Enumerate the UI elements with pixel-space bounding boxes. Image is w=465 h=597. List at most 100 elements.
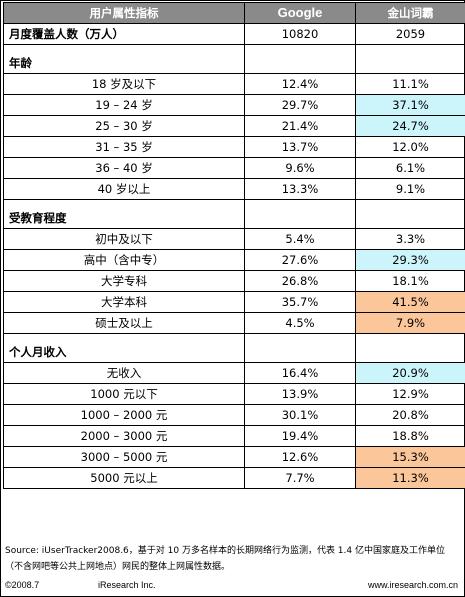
google-value: 7.7% [244, 467, 356, 489]
table-row: 3000 – 5000 元 12.6% 15.3% [3, 446, 465, 468]
google-value: 13.9% [244, 383, 356, 405]
spacer-cell [3, 44, 245, 53]
section-title-row: 年龄 [3, 53, 465, 74]
google-value: 12.6% [244, 446, 356, 468]
row-label: 25 – 30 岁 [3, 115, 245, 137]
row-label: 大学专科 [3, 270, 245, 292]
table-row: 初中及以下 5.4% 3.3% [3, 228, 465, 250]
jinshan-value: 11.1% [355, 73, 465, 95]
section-spacer [3, 333, 465, 342]
coverage-row: 月度覆盖人数（万人） 10820 2059 [3, 23, 465, 45]
section-title-row: 受教育程度 [3, 208, 465, 229]
row-label: 18 岁及以下 [3, 73, 245, 95]
coverage-jinshan: 2059 [355, 23, 465, 45]
table-row: 大学专科 26.8% 18.1% [3, 270, 465, 292]
google-value: 35.7% [244, 291, 356, 313]
spacer-cell [244, 44, 356, 53]
google-value: 29.7% [244, 94, 356, 116]
spacer-cell [3, 199, 245, 208]
table-row: 25 – 30 岁 21.4% 24.7% [3, 115, 465, 137]
header-google: Google [244, 2, 356, 24]
jinshan-value: 18.1% [355, 270, 465, 292]
header-jinshan: 金山词霸 [355, 2, 465, 24]
source-footnote: Source: iUserTracker2008.6，基于对 10 万多名样本的… [5, 546, 445, 572]
table-row: 1000 – 2000 元 30.1% 20.8% [3, 404, 465, 426]
table-row: 1000 元以下 13.9% 12.9% [3, 383, 465, 405]
footer: ©2008.7 iResearch Inc. www.iresearch.com… [5, 580, 460, 590]
google-value: 19.4% [244, 425, 356, 447]
table-row: 18 岁及以下 12.4% 11.1% [3, 73, 465, 95]
row-label: 3000 – 5000 元 [3, 446, 245, 468]
section-title: 受教育程度 [3, 208, 245, 229]
table-row: 36 – 40 岁 9.6% 6.1% [3, 157, 465, 179]
jinshan-value: 20.9% [355, 362, 465, 384]
google-value: 21.4% [244, 115, 356, 137]
table-row: 大学本科 35.7% 41.5% [3, 291, 465, 313]
jinshan-value: 18.8% [355, 425, 465, 447]
row-label: 31 – 35 岁 [3, 136, 245, 158]
company-name: iResearch Inc. [98, 580, 156, 590]
jinshan-value: 11.3% [355, 467, 465, 489]
row-label: 高中（含中专） [3, 249, 245, 271]
row-label: 19 – 24 岁 [3, 94, 245, 116]
table-row: 31 – 35 岁 13.7% 12.0% [3, 136, 465, 158]
jinshan-value: 24.7% [355, 115, 465, 137]
table-row: 硕士及以上 4.5% 7.9% [3, 312, 465, 334]
coverage-label: 月度覆盖人数（万人） [3, 23, 245, 45]
section-title-empty [244, 342, 356, 363]
section-spacer [3, 44, 465, 53]
spacer-cell [355, 44, 465, 53]
header-row: 用户属性指标 Google 金山词霸 [3, 2, 465, 24]
section-spacer [3, 199, 465, 208]
section-title-row: 个人月收入 [3, 342, 465, 363]
jinshan-value: 6.1% [355, 157, 465, 179]
row-label: 1000 – 2000 元 [3, 404, 245, 426]
copyright: ©2008.7 [5, 580, 40, 590]
section-title-empty [355, 208, 465, 229]
user-attribute-table: 用户属性指标 Google 金山词霸 月度覆盖人数（万人） 10820 2059… [3, 2, 465, 489]
section-title-empty [244, 208, 356, 229]
section-title-empty [355, 342, 465, 363]
jinshan-value: 41.5% [355, 291, 465, 313]
website-url: www.iresearch.com.cn [367, 580, 458, 590]
row-label: 无收入 [3, 362, 245, 384]
jinshan-value: 12.0% [355, 136, 465, 158]
google-value: 27.6% [244, 249, 356, 271]
google-value: 5.4% [244, 228, 356, 250]
jinshan-value: 15.3% [355, 446, 465, 468]
spacer-cell [355, 333, 465, 342]
spacer-cell [244, 333, 356, 342]
row-label: 硕士及以上 [3, 312, 245, 334]
table-row: 2000 – 3000 元 19.4% 18.8% [3, 425, 465, 447]
jinshan-value: 12.9% [355, 383, 465, 405]
table-row: 5000 元以上 7.7% 11.3% [3, 467, 465, 489]
spacer-cell [3, 333, 245, 342]
spacer-cell [355, 199, 465, 208]
row-label: 36 – 40 岁 [3, 157, 245, 179]
header-attribute: 用户属性指标 [3, 2, 245, 24]
row-label: 大学本科 [3, 291, 245, 313]
jinshan-value: 29.3% [355, 249, 465, 271]
google-value: 13.3% [244, 178, 356, 200]
coverage-google: 10820 [244, 23, 356, 45]
section-title-empty [355, 53, 465, 74]
row-label: 初中及以下 [3, 228, 245, 250]
google-value: 13.7% [244, 136, 356, 158]
google-value: 4.5% [244, 312, 356, 334]
google-value: 26.8% [244, 270, 356, 292]
row-label: 1000 元以下 [3, 383, 245, 405]
google-value: 30.1% [244, 404, 356, 426]
jinshan-value: 37.1% [355, 94, 465, 116]
google-value: 9.6% [244, 157, 356, 179]
section-title-empty [244, 53, 356, 74]
jinshan-value: 3.3% [355, 228, 465, 250]
table-row: 高中（含中专） 27.6% 29.3% [3, 249, 465, 271]
google-value: 16.4% [244, 362, 356, 384]
spacer-cell [244, 199, 356, 208]
table-row: 40 岁以上 13.3% 9.1% [3, 178, 465, 200]
jinshan-value: 7.9% [355, 312, 465, 334]
row-label: 2000 – 3000 元 [3, 425, 245, 447]
table-row: 19 – 24 岁 29.7% 37.1% [3, 94, 465, 116]
google-value: 12.4% [244, 73, 356, 95]
jinshan-value: 20.8% [355, 404, 465, 426]
